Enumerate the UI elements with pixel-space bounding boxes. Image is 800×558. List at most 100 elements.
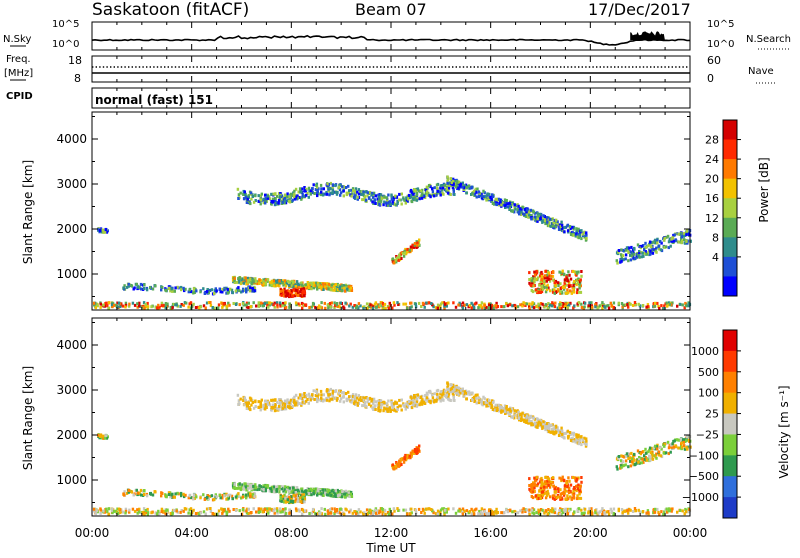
- echo-cell: [240, 398, 242, 401]
- echo-cell: [199, 496, 201, 499]
- echo-cell: [168, 287, 170, 290]
- echo-cell: [288, 512, 290, 515]
- echo-cell: [244, 276, 246, 279]
- echo-cell: [474, 302, 476, 305]
- echo-cell: [308, 393, 310, 396]
- echo-cell: [209, 507, 211, 510]
- echo-cell: [219, 494, 221, 497]
- echo-cell: [530, 209, 532, 212]
- echo-cell: [240, 192, 242, 195]
- echo-cell: [160, 288, 162, 291]
- echo-cell: [533, 417, 535, 420]
- echo-cell: [580, 237, 582, 240]
- echo-cell: [638, 303, 640, 306]
- echo-cell: [439, 396, 441, 399]
- echo-cell: [258, 507, 260, 510]
- freq-right-bottom: 0: [707, 72, 714, 85]
- echo-cell: [444, 303, 446, 306]
- echo-cell: [348, 189, 350, 192]
- echo-cell: [264, 408, 266, 411]
- echo-cell: [549, 218, 551, 221]
- echo-cell: [333, 495, 335, 498]
- echo-cell: [446, 388, 448, 391]
- echo-cell: [676, 305, 678, 308]
- echo-cell: [470, 508, 472, 511]
- echo-cell: [260, 199, 262, 202]
- echo-cell: [488, 303, 490, 306]
- echo-cell: [601, 301, 603, 304]
- echo-cell: [262, 198, 264, 201]
- echo-cell: [440, 194, 442, 197]
- sky-right-bottom: 10^0: [707, 39, 734, 50]
- echo-cell: [380, 200, 382, 203]
- echo-cell: [621, 508, 623, 511]
- echo-cell: [235, 303, 237, 306]
- echo-cell: [641, 255, 643, 258]
- sky-panel: N.Sky 10^5 10^0 10^5 10^0 N.Search: [3, 19, 791, 50]
- echo-cell: [253, 301, 255, 304]
- echo-cell: [390, 409, 392, 412]
- echo-cell: [566, 279, 568, 282]
- echo-cell: [310, 282, 312, 285]
- echo-cell: [182, 493, 184, 496]
- echo-cell: [221, 306, 223, 309]
- echo-cell: [400, 463, 402, 466]
- echo-cell: [233, 508, 235, 511]
- echo-cell: [384, 513, 386, 516]
- echo-cell: [267, 195, 269, 198]
- echo-cell: [250, 397, 252, 400]
- echo-cell: [418, 445, 420, 448]
- echo-cell: [326, 399, 328, 402]
- range-tick-label: 4000: [56, 132, 87, 146]
- echo-cell: [247, 198, 249, 201]
- echo-cell: [313, 192, 315, 195]
- echo-cell: [481, 195, 483, 198]
- echo-cell: [627, 306, 629, 309]
- freq-label-top: Freq.: [6, 54, 31, 65]
- echo-cell: [554, 302, 556, 305]
- echo-cell: [299, 191, 301, 194]
- echo-cell: [682, 509, 684, 512]
- echo-cell: [308, 512, 310, 515]
- echo-cell: [550, 275, 552, 278]
- echo-cell: [324, 508, 326, 511]
- echo-cell: [345, 392, 347, 395]
- echo-cell: [401, 193, 403, 196]
- echo-cell: [284, 507, 286, 510]
- echo-cell: [541, 275, 543, 278]
- echo-cell: [446, 381, 448, 384]
- echo-cell: [496, 409, 498, 412]
- echo-cell: [405, 408, 407, 411]
- echo-cell: [507, 206, 509, 209]
- echo-cell: [303, 395, 305, 398]
- echo-cell: [514, 203, 516, 206]
- echo-cell: [488, 193, 490, 196]
- echo-cell: [324, 513, 326, 516]
- echo-cell: [301, 284, 303, 287]
- echo-cell: [654, 508, 656, 511]
- echo-cell: [223, 303, 225, 306]
- echo-cell: [503, 305, 505, 308]
- echo-cell: [227, 288, 229, 291]
- echo-cell: [477, 512, 479, 515]
- echo-cell: [384, 303, 386, 306]
- echo-cell: [578, 291, 580, 294]
- echo-cell: [356, 191, 358, 194]
- echo-cell: [143, 307, 145, 310]
- echo-cell: [322, 400, 324, 403]
- echo-cell: [632, 510, 634, 513]
- echo-cell: [620, 248, 622, 251]
- echo-cell: [526, 508, 528, 511]
- echo-cell: [528, 213, 530, 216]
- echo-cell: [669, 303, 671, 306]
- echo-cell: [102, 510, 104, 513]
- echo-cell: [473, 190, 475, 193]
- echo-cell: [245, 290, 247, 293]
- echo-cell: [361, 198, 363, 201]
- echo-cell: [417, 393, 419, 396]
- echo-cell: [573, 291, 575, 294]
- echo-cell: [242, 508, 244, 511]
- echo-cell: [396, 408, 398, 411]
- echo-cell: [616, 262, 618, 265]
- echo-cell: [571, 432, 573, 435]
